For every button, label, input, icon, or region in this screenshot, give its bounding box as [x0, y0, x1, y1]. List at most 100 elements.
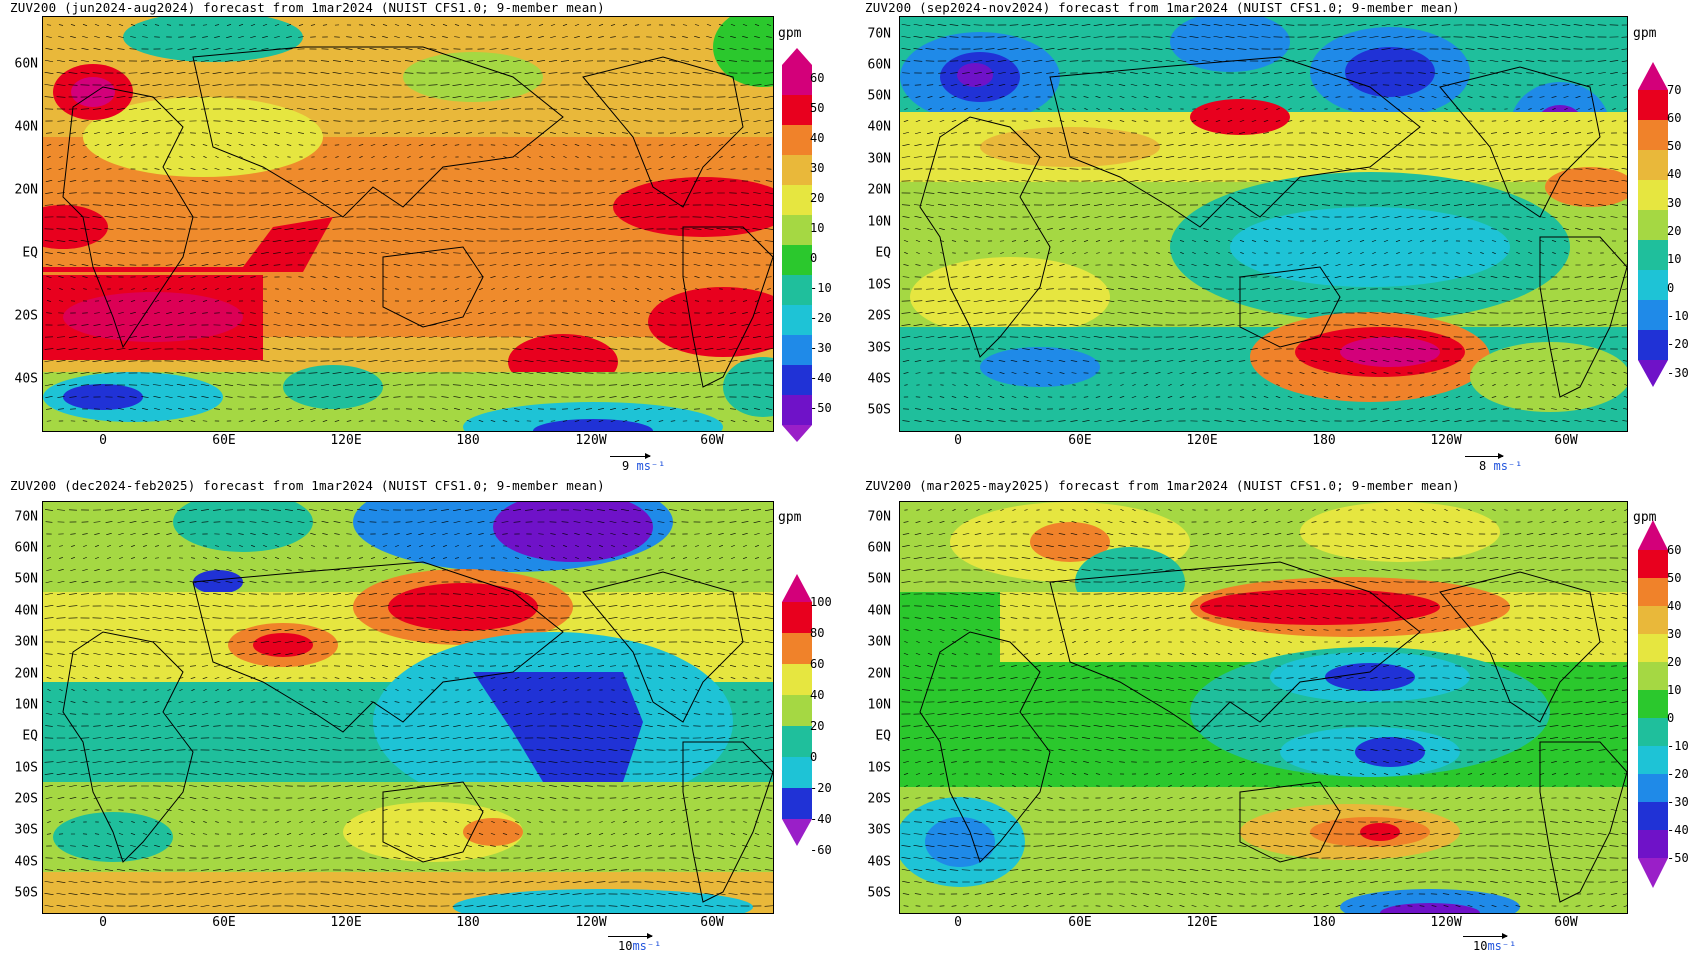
lat-label: 40S	[867, 371, 891, 387]
lon-label: 120W	[575, 915, 607, 930]
lat-label: 50N	[867, 571, 891, 587]
lon-label: 60W	[700, 915, 724, 930]
lon-label: 180	[1312, 915, 1336, 930]
colorbar-label: -20	[1667, 337, 1689, 351]
vector-reference-arrow	[608, 933, 653, 939]
panel-son: ZUV200 (sep2024-nov2024) forecast from 1…	[847, 0, 1694, 478]
colorbar-label: 0	[810, 251, 818, 265]
lon-label: 0	[954, 915, 962, 930]
vector-reference: 9 ms⁻¹	[622, 459, 666, 473]
lon-label: 60W	[1554, 433, 1578, 448]
panel-title: ZUV200 (mar2025-may2025) forecast from 1…	[865, 478, 1460, 493]
colorbar-label: 0	[1667, 281, 1675, 295]
colorbar-label: 60	[1667, 543, 1682, 557]
lat-label: 70N	[14, 509, 38, 525]
colorbar-label: 100	[810, 595, 832, 609]
lon-label: 0	[954, 433, 962, 448]
map-field	[900, 17, 1627, 431]
lon-label: 120E	[330, 433, 362, 448]
colorbar-label: -20	[1667, 767, 1689, 781]
colorbar-label: -30	[1667, 366, 1689, 380]
vector-reference: 8 ms⁻¹	[1479, 459, 1523, 473]
colorbar-label: 20	[810, 719, 825, 733]
lat-label: 40S	[867, 854, 891, 870]
colorbar-label: 10	[1667, 683, 1682, 697]
lat-label: 20N	[14, 182, 38, 198]
lat-label: 40N	[867, 603, 891, 619]
lat-label: EQ	[875, 245, 891, 261]
lat-label: 20S	[14, 791, 38, 807]
lon-label: 60E	[1068, 433, 1092, 448]
lon-label: 0	[99, 433, 107, 448]
colorbar-label: -30	[1667, 795, 1689, 809]
lon-label: 180	[456, 915, 480, 930]
lon-label: 0	[99, 915, 107, 930]
panel-title: ZUV200 (jun2024-aug2024) forecast from 1…	[10, 0, 605, 15]
colorbar-label: 80	[810, 626, 825, 640]
lat-label: 50N	[14, 571, 38, 587]
lat-label: 10N	[867, 697, 891, 713]
lat-label: 10N	[14, 697, 38, 713]
lat-label: 20S	[14, 308, 38, 324]
map-field	[43, 17, 773, 431]
panel-title: ZUV200 (dec2024-feb2025) forecast from 1…	[10, 478, 605, 493]
colorbar-label: 50	[1667, 139, 1682, 153]
lon-label: 60E	[212, 433, 236, 448]
colorbar-label: 40	[1667, 599, 1682, 613]
colorbar-label: 20	[1667, 655, 1682, 669]
colorbar-label: 70	[1667, 83, 1682, 97]
colorbar-label: -20	[810, 781, 832, 795]
colorbar-label: 30	[810, 161, 825, 175]
lat-label: 30N	[867, 634, 891, 650]
lat-label: 40S	[14, 854, 38, 870]
forecast-map	[42, 16, 774, 432]
lat-label: 40N	[14, 119, 38, 135]
lat-label: 10N	[867, 214, 891, 230]
colorbar-label: 60	[810, 657, 825, 671]
lat-label: 30S	[867, 340, 891, 356]
colorbar	[1638, 62, 1668, 387]
lat-label: 70N	[867, 26, 891, 42]
lat-label: 30S	[867, 822, 891, 838]
lon-label: 180	[456, 433, 480, 448]
lat-label: 50S	[867, 885, 891, 901]
lat-label: 20N	[14, 666, 38, 682]
colorbar-label: -50	[1667, 851, 1689, 865]
colorbar-label: 50	[1667, 571, 1682, 585]
lon-label: 120E	[1186, 915, 1218, 930]
vector-reference-arrow	[610, 453, 651, 459]
colorbar-label: 40	[810, 131, 825, 145]
lat-label: 60N	[14, 540, 38, 556]
lat-label: 50N	[867, 88, 891, 104]
lat-label: 70N	[867, 509, 891, 525]
forecast-map	[899, 16, 1628, 432]
lat-label: 30N	[14, 634, 38, 650]
panel-mam: ZUV200 (mar2025-may2025) forecast from 1…	[847, 478, 1694, 956]
colorbar-label: 10	[1667, 252, 1682, 266]
lat-label: 50S	[867, 402, 891, 418]
lat-label: 40S	[14, 371, 38, 387]
lon-label: 60W	[1554, 915, 1578, 930]
lon-label: 60E	[1068, 915, 1092, 930]
lon-label: 180	[1312, 433, 1336, 448]
lat-label: 10S	[867, 760, 891, 776]
colorbar-label: -40	[1667, 823, 1689, 837]
lon-label: 120E	[330, 915, 362, 930]
colorbar-label: 10	[810, 221, 825, 235]
colorbar	[1638, 520, 1668, 888]
vector-reference-arrow	[1463, 933, 1508, 939]
lat-label: 60N	[14, 56, 38, 72]
lat-label: 20N	[867, 182, 891, 198]
colorbar-label: -20	[810, 311, 832, 325]
vector-reference: 10ms⁻¹	[618, 939, 662, 953]
colorbar-label: 20	[1667, 224, 1682, 238]
lon-label: 60E	[212, 915, 236, 930]
colorbar-label: 0	[1667, 711, 1675, 725]
panel-djf: ZUV200 (dec2024-feb2025) forecast from 1…	[0, 478, 847, 956]
vector-reference-arrow	[1465, 453, 1504, 459]
lat-label: 30N	[867, 151, 891, 167]
colorbar-label: -10	[1667, 739, 1689, 753]
colorbar	[782, 48, 812, 442]
colorbar	[782, 574, 812, 846]
lon-label: 120E	[1186, 433, 1218, 448]
